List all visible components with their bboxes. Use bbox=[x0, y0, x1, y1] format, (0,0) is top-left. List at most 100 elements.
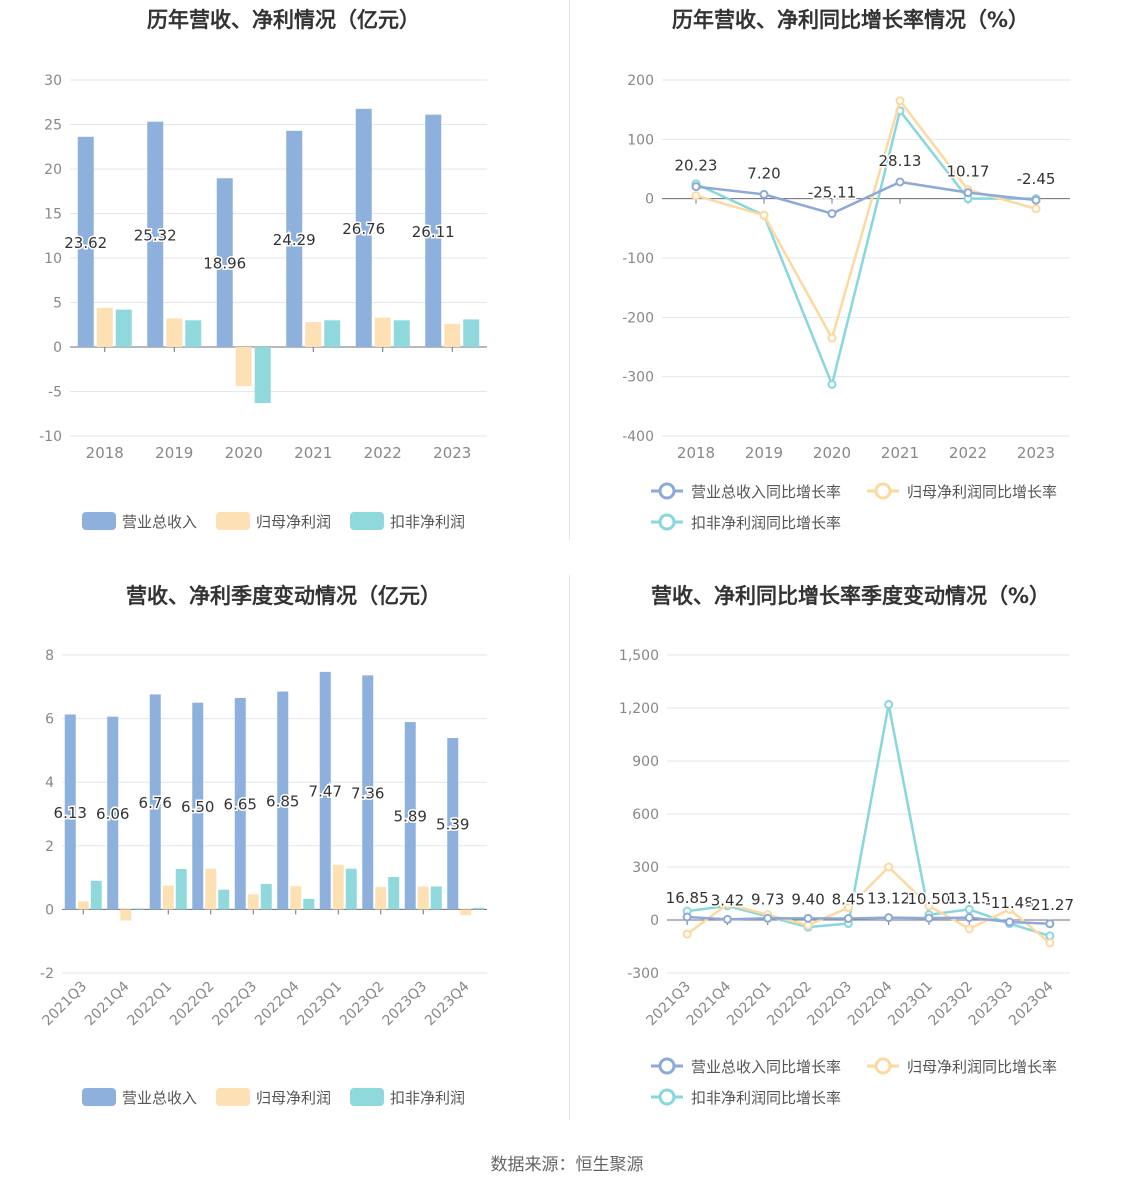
data-point bbox=[691, 182, 701, 192]
data-label: 6.65 bbox=[224, 796, 257, 814]
data-label: 6.06 bbox=[96, 805, 129, 823]
annual-growth-line-chart: 200 100 0 -100 -200 -300 -400 2018 2019 2020 2021 2… bbox=[622, 73, 1070, 532]
y-tick-label: 1,500 bbox=[619, 648, 659, 664]
bar-revenue bbox=[107, 716, 119, 910]
data-label: 10.50 bbox=[907, 890, 950, 908]
x-tick-label: 2021 bbox=[294, 444, 332, 462]
bar-net-profit bbox=[374, 317, 391, 347]
bar-revenue bbox=[404, 722, 416, 910]
legend-label: 营业总收入 bbox=[122, 513, 197, 531]
x-tick-label: 2018 bbox=[677, 444, 715, 462]
legend-marker bbox=[658, 1088, 676, 1106]
x-tick-label: 2022 bbox=[949, 444, 987, 462]
data-label: 16.85 bbox=[666, 889, 709, 907]
bar-deducted-profit bbox=[430, 886, 442, 910]
data-point bbox=[895, 177, 905, 187]
bar-deducted-profit bbox=[90, 880, 102, 910]
y-tick-label: -5 bbox=[48, 385, 62, 401]
x-tick-label: 2018 bbox=[86, 444, 124, 462]
bar-net-profit bbox=[375, 887, 387, 910]
x-tick-label: 2021Q4 bbox=[82, 978, 133, 1029]
legend-label: 归母净利润 bbox=[256, 1089, 331, 1107]
data-point bbox=[1031, 195, 1041, 205]
legend-label: 营业总收入同比增长率 bbox=[691, 483, 841, 501]
bar-revenue bbox=[425, 114, 442, 347]
data-point bbox=[964, 913, 974, 923]
bar-net-profit bbox=[332, 864, 344, 910]
data-point bbox=[682, 929, 692, 939]
legend-label: 扣非净利润 bbox=[390, 513, 465, 531]
data-label: 3.42 bbox=[711, 891, 744, 909]
bar-revenue bbox=[286, 130, 303, 347]
y-tick-label: 5 bbox=[53, 296, 62, 312]
y-tick-label: 0 bbox=[45, 902, 54, 918]
data-label: 5.89 bbox=[394, 808, 427, 826]
data-point bbox=[722, 914, 732, 924]
data-label: 8.45 bbox=[832, 891, 865, 909]
data-point bbox=[759, 189, 769, 199]
y-tick-label: -300 bbox=[622, 370, 654, 386]
bar-deducted-profit bbox=[388, 876, 400, 910]
data-point bbox=[1005, 917, 1015, 927]
x-tick-label: 2019 bbox=[745, 444, 783, 462]
series-line-net-profit-growth bbox=[695, 98, 1037, 342]
legend-swatch bbox=[82, 512, 116, 530]
x-tick-label: 2022Q2 bbox=[167, 979, 218, 1030]
y-tick-label: 600 bbox=[632, 807, 659, 823]
bar-net-profit bbox=[460, 909, 472, 916]
legend-label: 扣非净利润同比增长率 bbox=[691, 1089, 841, 1107]
bar-net-profit bbox=[77, 901, 89, 910]
y-tick-label: 25 bbox=[44, 118, 62, 134]
legend-swatch bbox=[350, 1088, 384, 1106]
data-point bbox=[827, 209, 837, 219]
x-tick-label: 2023 bbox=[433, 444, 471, 462]
y-tick-label: -100 bbox=[622, 251, 654, 267]
data-point bbox=[682, 912, 692, 922]
bar-deducted-profit bbox=[175, 869, 187, 910]
y-tick-label: 10 bbox=[44, 251, 62, 267]
x-tick-label: 2020 bbox=[813, 444, 851, 462]
chart-title-quarter-line: 营收、净利同比增长率季度变动情况（%） bbox=[650, 584, 1051, 608]
data-point bbox=[895, 96, 905, 106]
bar-revenue bbox=[77, 136, 94, 347]
y-tick-label: -2 bbox=[40, 966, 54, 982]
y-tick-label: 4 bbox=[45, 775, 54, 791]
data-label: 26.11 bbox=[412, 223, 455, 241]
legend-label: 扣非净利润同比增长率 bbox=[691, 514, 841, 532]
data-point bbox=[884, 913, 894, 923]
legend-marker bbox=[874, 1057, 892, 1075]
data-source-note: 数据来源：恒生聚源 bbox=[490, 1155, 644, 1175]
data-point bbox=[763, 913, 773, 923]
data-label: 9.40 bbox=[791, 890, 824, 908]
data-label: 28.13 bbox=[879, 152, 922, 170]
bar-net-profit bbox=[290, 886, 302, 910]
bar-net-profit bbox=[96, 307, 113, 347]
bar-net-profit bbox=[166, 318, 183, 347]
legend-marker bbox=[874, 482, 892, 500]
data-label: 6.13 bbox=[54, 804, 87, 822]
y-tick-label: 6 bbox=[45, 712, 54, 728]
data-label: 9.73 bbox=[751, 890, 784, 908]
data-point bbox=[1031, 204, 1041, 214]
series-line-revenue-growth bbox=[687, 915, 1050, 926]
y-tick-label: 0 bbox=[53, 340, 62, 356]
bar-deducted-profit bbox=[324, 320, 341, 347]
bar-deducted-profit bbox=[345, 868, 357, 910]
data-point bbox=[843, 903, 853, 913]
y-tick-label: -200 bbox=[622, 310, 654, 326]
bar-deducted-profit bbox=[218, 889, 230, 910]
data-point bbox=[1045, 931, 1055, 941]
vertical-divider-bottom bbox=[569, 575, 570, 1120]
y-tick-label: 2 bbox=[45, 839, 54, 855]
quarterly-bar-chart: 86420-22021Q32021Q42022Q12022Q22022Q3202… bbox=[39, 648, 487, 1107]
data-point bbox=[1045, 919, 1055, 929]
y-tick-label: 0 bbox=[645, 192, 654, 208]
legend-swatch bbox=[216, 1088, 250, 1106]
y-tick-label: 30 bbox=[44, 73, 62, 89]
x-tick-label: 2022 bbox=[364, 444, 402, 462]
quarterly-growth-line-chart: 1,5001,2009006003000-3002021Q32021Q42022… bbox=[619, 648, 1076, 1107]
y-tick-label: 0 bbox=[650, 913, 659, 929]
legend-label: 营业总收入同比增长率 bbox=[691, 1058, 841, 1076]
bar-deducted-profit bbox=[185, 320, 202, 347]
y-tick-label: 20 bbox=[44, 162, 62, 178]
